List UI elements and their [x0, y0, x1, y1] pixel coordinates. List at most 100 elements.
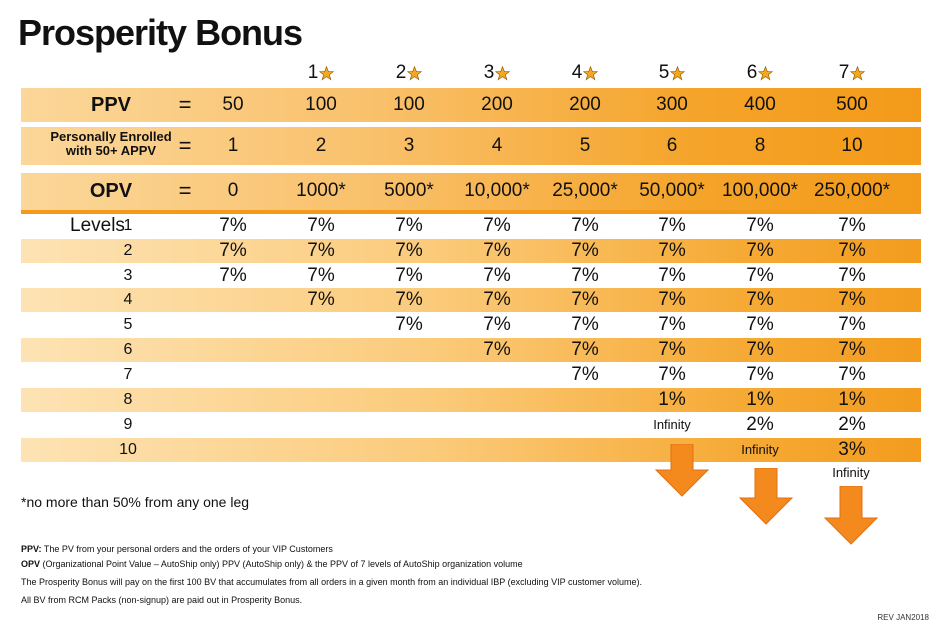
level-number: 6 — [123, 341, 133, 358]
level-row — [21, 338, 921, 362]
level-percent: 7% — [307, 215, 335, 236]
enrolled-value: 5 — [579, 135, 591, 156]
level-percent: 7% — [219, 240, 247, 261]
star-icon — [669, 65, 686, 81]
level-percent: 7% — [395, 314, 423, 335]
level-percent: 7% — [838, 364, 866, 385]
level-percent: 7% — [395, 265, 423, 286]
level-percent: 7% — [219, 265, 247, 286]
ppv-value: 300 — [656, 94, 688, 115]
level-percent: 7% — [395, 240, 423, 261]
level-percent: 7% — [483, 240, 511, 261]
ppv-value: 500 — [836, 94, 868, 115]
level-percent: 7% — [838, 215, 866, 236]
opv-value: 5000* — [384, 180, 434, 201]
opv-value: 1000* — [296, 180, 346, 201]
level-percent: 7% — [746, 289, 774, 310]
ppv-value: 100 — [305, 94, 337, 115]
rank-star-1: 1 — [281, 62, 361, 84]
star-icon — [318, 65, 335, 81]
level-number: 7 — [123, 366, 133, 383]
levels-label: Levels — [70, 215, 125, 236]
rank-star-2: 2 — [369, 62, 449, 84]
ppv-value: 200 — [481, 94, 513, 115]
opv-row — [21, 173, 921, 210]
opv-value: 100,000* — [721, 180, 799, 201]
enrolled-value: 2 — [315, 135, 327, 156]
level-percent: 1% — [746, 389, 774, 410]
level-row — [21, 288, 921, 312]
ppv-value: 100 — [393, 94, 425, 115]
enrolled-value: 3 — [403, 135, 415, 156]
level-percent: 7% — [571, 314, 599, 335]
enrolled-label-line2: with 50+ APPV — [65, 143, 157, 158]
ppv-value: 200 — [569, 94, 601, 115]
level-percent: 7% — [658, 265, 686, 286]
enrolled-value: 4 — [491, 135, 503, 156]
level-number: 5 — [123, 316, 133, 333]
level-number: 1 — [123, 217, 133, 234]
enrolled-row — [21, 127, 921, 165]
enrolled-value: 1 — [227, 135, 239, 156]
level-percent: 7% — [395, 215, 423, 236]
opv-term: OPV — [21, 559, 41, 569]
level-percent: 7% — [483, 265, 511, 286]
opv-definition-text: (Organizational Point Value – AutoShip o… — [40, 559, 523, 569]
level-percent: 7% — [571, 215, 599, 236]
ppv-row — [21, 88, 921, 122]
page-title: Prosperity Bonus — [18, 12, 303, 53]
star-icon — [582, 65, 599, 81]
level-percent: 2% — [838, 414, 866, 435]
level-percent: 3% — [838, 439, 866, 460]
rank-star-4: 4 — [545, 62, 625, 84]
rank-number: 6 — [746, 62, 758, 83]
level-percent: 7% — [483, 339, 511, 360]
ppv-label: PPV — [90, 94, 132, 116]
down-arrow-icon — [823, 486, 879, 545]
opv-value: 10,000* — [464, 180, 530, 201]
rank-header-row: 1 2 3 4 5 6 7 — [0, 62, 941, 86]
level-percent: 1% — [838, 389, 866, 410]
opv-value: 50,000* — [639, 180, 705, 201]
level-percent: 7% — [838, 265, 866, 286]
level-percent: 7% — [658, 215, 686, 236]
level-percent: 7% — [838, 289, 866, 310]
level-percent: 7% — [571, 265, 599, 286]
star-icon — [849, 65, 866, 81]
level-percent: 7% — [746, 314, 774, 335]
level-percent: 7% — [395, 289, 423, 310]
level-percent: 7% — [658, 364, 686, 385]
level-percent: 7% — [658, 314, 686, 335]
rank-star-7: 7 — [812, 62, 892, 84]
level-percent: 7% — [746, 240, 774, 261]
rank-number: 2 — [395, 62, 407, 83]
level-percent: 1% — [658, 389, 686, 410]
level-percent: 7% — [658, 240, 686, 261]
down-arrow-icon — [738, 468, 794, 525]
level-percent: 7% — [571, 339, 599, 360]
rank-number: 5 — [658, 62, 670, 83]
enrolled-equals: = — [178, 133, 192, 158]
infinity-label: Infinity — [653, 417, 691, 432]
ppv-term: PPV: — [21, 544, 42, 554]
header-separator — [21, 210, 921, 214]
opv-value: 0 — [227, 180, 239, 201]
enrolled-label: Personally Enrolled with 50+ APPV — [21, 130, 201, 158]
level-number: 2 — [123, 242, 133, 259]
level-percent: 7% — [571, 289, 599, 310]
level-percent: 7% — [307, 240, 335, 261]
level-percent: 7% — [658, 289, 686, 310]
leg-note: *no more than 50% from any one leg — [21, 494, 250, 510]
level-percent: 7% — [483, 215, 511, 236]
infinity-label: Infinity — [741, 442, 779, 457]
level-percent: 7% — [838, 240, 866, 261]
ppv-value: 400 — [744, 94, 776, 115]
level-percent: 7% — [838, 339, 866, 360]
infinity-label-col7: Infinity — [832, 465, 870, 480]
level-number: 4 — [123, 291, 133, 308]
rcm-rule: All BV from RCM Packs (non-signup) are p… — [21, 595, 303, 605]
payout-rule: The Prosperity Bonus will pay on the fir… — [21, 577, 642, 587]
opv-value: 250,000* — [813, 180, 891, 201]
star-icon — [757, 65, 774, 81]
level-percent: 7% — [658, 339, 686, 360]
